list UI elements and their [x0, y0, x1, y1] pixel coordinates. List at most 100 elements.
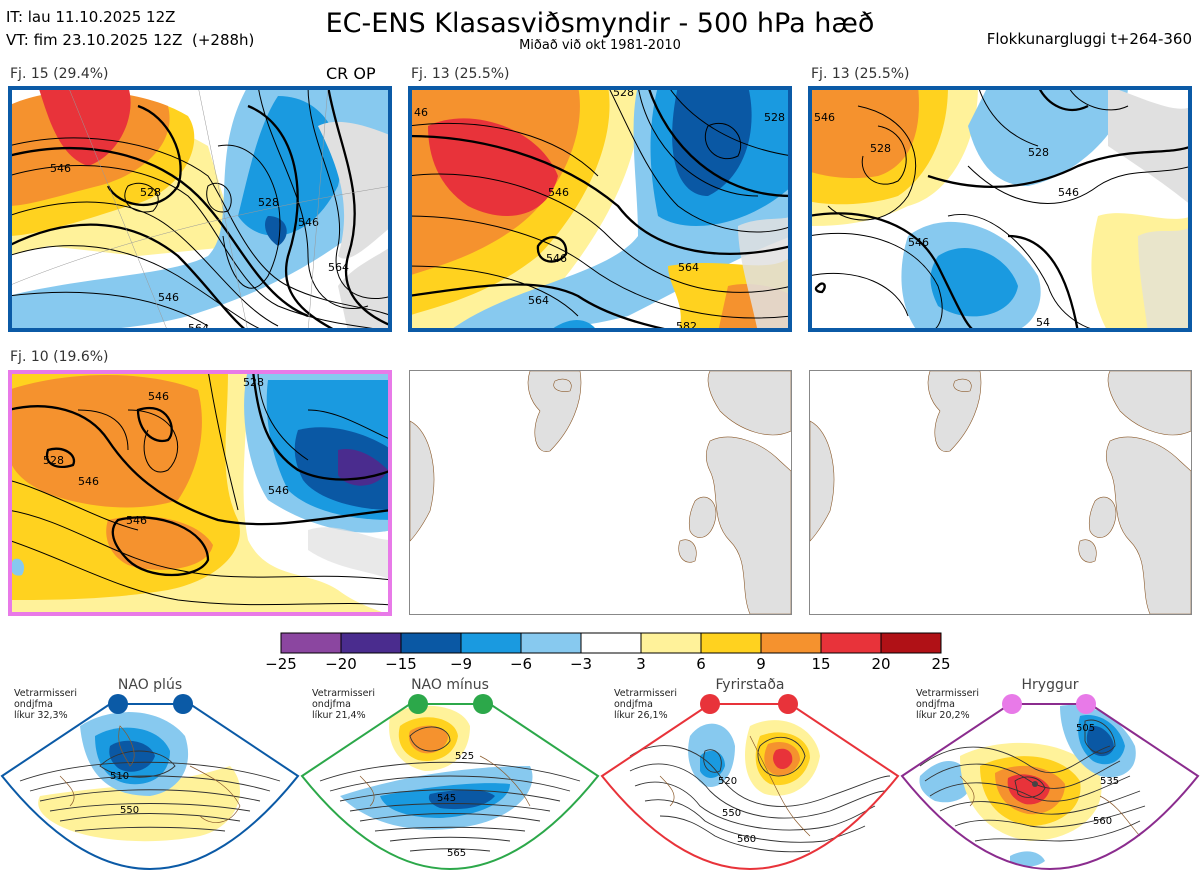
- contour-label-3: 528: [258, 196, 279, 209]
- regime-contour-label-5: 565: [447, 848, 466, 859]
- cluster-border-2: [408, 86, 792, 332]
- contour-label-18: 528: [1028, 146, 1049, 159]
- issue-times: IT: lau 11.10.2025 12Z VT: fim 23.10.202…: [6, 6, 254, 52]
- note-line: líkur 20,2%: [916, 710, 970, 721]
- contour-label-16: 546: [814, 111, 835, 124]
- colorbar-swatch: [700, 632, 762, 654]
- colorbar-swatch: [280, 632, 342, 654]
- issue-time: IT: lau 11.10.2025 12Z: [6, 8, 176, 26]
- contour-label-25: 546: [148, 390, 169, 403]
- regime-dot: [1002, 694, 1022, 714]
- contour-label-12: 564: [678, 261, 699, 274]
- note-line: Vetrarmisseri: [312, 688, 375, 699]
- colorbar-tick-label: −25: [265, 655, 297, 673]
- contour-label-24: 546: [78, 475, 99, 488]
- cluster-border-3: [808, 86, 1192, 332]
- regime-dot: [778, 694, 798, 714]
- colorbar-tick-label: 9: [756, 655, 766, 673]
- colorbar-swatch: [580, 632, 642, 654]
- regime-contour-label-7: 550: [722, 808, 741, 819]
- contour-label-4: 546: [298, 216, 319, 229]
- note-line: Vetrarmisseri: [916, 688, 979, 699]
- note-line: Vetrarmisseri: [614, 688, 677, 699]
- regime-contour-label-6: 520: [718, 776, 737, 787]
- cluster-label-3: Fj. 13 (25.5%): [811, 66, 910, 82]
- operational-marker: CR OP: [326, 64, 376, 83]
- contour-label-27: 546: [268, 484, 289, 497]
- cluster-map-4[interactable]: 528 528 546 546 546 546: [8, 370, 392, 616]
- regime-dot: [108, 694, 128, 714]
- cluster-map-1[interactable]: 546 528 528 546 564 546 564: [8, 86, 392, 332]
- regime-contour-label-1: 510: [110, 771, 129, 782]
- regime-note-nao-minus: Vetrarmisseri ondjfma líkur 21,4%: [312, 688, 375, 721]
- cluster-border-1: [8, 86, 392, 332]
- regime-dot: [1076, 694, 1096, 714]
- regime-contour-label-3: 525: [455, 751, 474, 762]
- cluster-border-4: [8, 370, 392, 616]
- note-line: líkur 21,4%: [312, 710, 366, 721]
- contour-label-1: 546: [50, 162, 71, 175]
- cluster-label-2: Fj. 13 (25.5%): [411, 66, 510, 82]
- colorbar-swatch: [340, 632, 402, 654]
- colorbar-swatch: [760, 632, 822, 654]
- regime-note-nao-plus: Vetrarmisseri ondjfma líkur 32,3%: [14, 688, 77, 721]
- cluster-label-4: Fj. 10 (19.6%): [10, 349, 109, 365]
- contour-label-13: 546: [546, 252, 567, 265]
- note-line: líkur 32,3%: [14, 710, 68, 721]
- note-line: Vetrarmisseri: [14, 688, 77, 699]
- page-title: EC-ENS Klasasviðsmyndir - 500 hPa hæð: [325, 8, 875, 39]
- note-line: ondjfma: [14, 699, 53, 710]
- regime-note-blocking: Vetrarmisseri ondjfma líkur 26,1%: [614, 688, 677, 721]
- contour-label-26: 546: [126, 514, 147, 527]
- contour-label-19: 546: [1058, 186, 1079, 199]
- colorbar-swatch: [640, 632, 702, 654]
- regime-contour-label-8: 560: [737, 834, 756, 845]
- colorbar-ticks: −25 −20 −15 −9 −6 −3 3 6 9 15 20 25: [0, 655, 1200, 675]
- cluster-map-2[interactable]: 46 528 546 528 564 546 564 582: [408, 86, 792, 332]
- empty-map-1: [409, 370, 792, 615]
- cluster-map-3[interactable]: 546 528 528 546 546 54: [808, 86, 1192, 332]
- contour-label-2: 528: [140, 186, 161, 199]
- contour-label-8: 46: [414, 106, 428, 119]
- contour-label-5: 564: [328, 261, 349, 274]
- colorbar-tick-label: −3: [569, 655, 593, 673]
- contour-label-21: 54: [1036, 316, 1050, 329]
- regime-contour-label-10: 535: [1100, 776, 1119, 787]
- regime-contour-label-2: 550: [120, 805, 139, 816]
- contour-label-14: 564: [528, 294, 549, 307]
- colorbar-tick-label: 25: [931, 655, 951, 673]
- note-line: ondjfma: [614, 699, 653, 710]
- regime-dot: [173, 694, 193, 714]
- contour-label-20: 546: [908, 236, 929, 249]
- contour-label-17: 528: [870, 142, 891, 155]
- regime-blocking: 520 550 560: [600, 676, 900, 871]
- cluster-label-1: Fj. 15 (29.4%): [10, 66, 109, 82]
- page-subtitle: Miðað við okt 1981-2010: [519, 38, 681, 53]
- contour-label-11: 528: [764, 111, 785, 124]
- regime-ridge: 505 535 560: [900, 676, 1200, 871]
- note-line: líkur 26,1%: [614, 710, 668, 721]
- note-line: ondjfma: [312, 699, 351, 710]
- regime-contour-label-11: 560: [1093, 816, 1112, 827]
- regime-note-ridge: Vetrarmisseri ondjfma líkur 20,2%: [916, 688, 979, 721]
- colorbar-swatch: [400, 632, 462, 654]
- regime-title-blocking: Fyrirstaða: [715, 677, 785, 693]
- contour-label-10: 546: [548, 186, 569, 199]
- regime-title-nao-minus: NAO mínus: [411, 677, 489, 693]
- colorbar-tick-label: 6: [696, 655, 706, 673]
- colorbar-tick-label: 3: [636, 655, 646, 673]
- regime-nao-minus: 525 545 565: [300, 676, 600, 871]
- colorbar-tick-label: −9: [449, 655, 473, 673]
- contour-label-7: 564: [188, 322, 209, 332]
- colorbar-tick-label: −15: [385, 655, 417, 673]
- regime-title-nao-plus: NAO plús: [117, 677, 183, 693]
- colorbar-swatch: [880, 632, 942, 654]
- valid-time: VT: fim 23.10.2025 12Z (+288h): [6, 31, 255, 49]
- regime-dot: [700, 694, 720, 714]
- colorbar-tick-label: 15: [811, 655, 831, 673]
- colorbar-swatch: [820, 632, 882, 654]
- contour-label-22: 528: [43, 454, 64, 467]
- regime-nao-plus: 510 550: [0, 676, 300, 871]
- colorbar-swatch: [460, 632, 522, 654]
- contour-label-23: 528: [243, 376, 264, 389]
